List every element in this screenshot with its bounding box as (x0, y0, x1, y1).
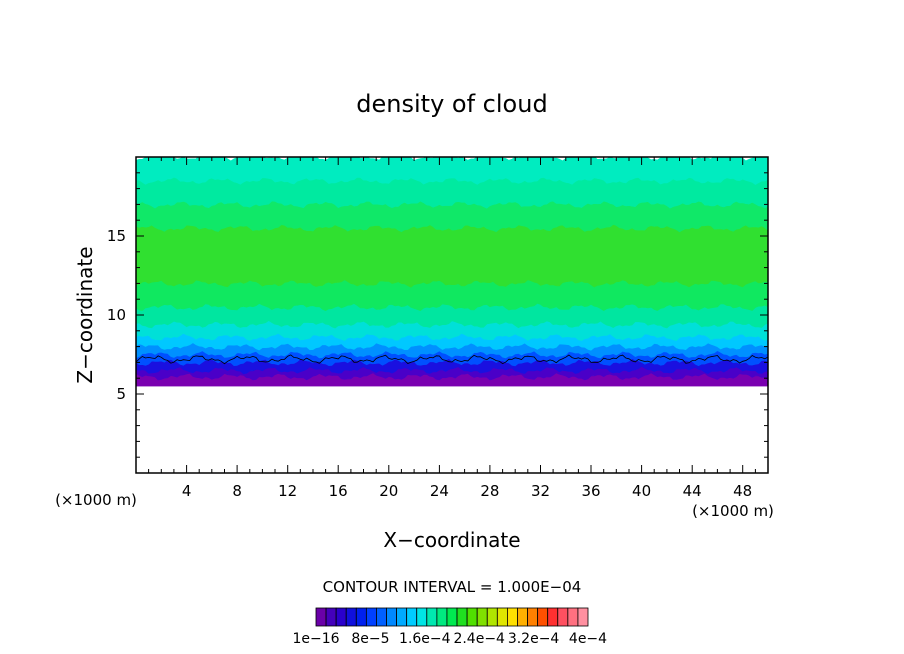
y-axis-label: Z−coordinate (73, 246, 97, 383)
y-unit-label: (×1000 m) (55, 491, 137, 509)
colorbar-label: 8e−5 (351, 631, 389, 647)
colorbar-swatch (517, 607, 528, 627)
x-tick-label: 12 (278, 482, 297, 500)
x-axis-label: X−coordinate (383, 528, 520, 552)
colorbar-swatch (365, 607, 377, 627)
colorbar-swatch (436, 607, 448, 627)
colorbar-swatch (537, 607, 549, 627)
density-field (136, 157, 768, 473)
density-layer-0 (136, 385, 768, 473)
x-tick-label: 28 (480, 482, 499, 500)
colorbar-labels: 1e−16 8e−5 1.6e−4 2.4e−4 3.2e−4 4e−4 (292, 631, 607, 647)
colorbar-swatch (355, 607, 367, 627)
colorbar-swatch (325, 607, 337, 627)
colorbar-label: 4e−4 (569, 631, 607, 647)
x-tick-label: 40 (632, 482, 651, 500)
colorbar-swatch (507, 607, 518, 627)
x-axis-ticks: 4 8 12 16 20 24 28 32 36 40 44 48 (148, 157, 756, 500)
colorbar-swatch (386, 607, 397, 627)
colorbar-swatch (527, 607, 539, 627)
x-tick-label: 4 (182, 482, 192, 500)
x-tick-label: 8 (232, 482, 242, 500)
colorbar-swatch (496, 607, 508, 627)
x-tick-label: 44 (683, 482, 702, 500)
y-tick-label: 5 (116, 385, 126, 403)
colorbar-swatch (547, 607, 559, 627)
y-tick-label: 10 (107, 306, 126, 324)
colorbar-swatch (416, 607, 428, 627)
x-tick-label: 20 (379, 482, 398, 500)
colorbar-swatch (456, 607, 468, 627)
x-tick-label: 16 (329, 482, 348, 500)
y-tick-label: 15 (107, 227, 126, 245)
colorbar-swatch (486, 607, 498, 627)
colorbar-label: 1e−16 (292, 631, 339, 647)
colorbar-swatch (315, 607, 327, 627)
colorbar-label: 1.6e−4 (399, 631, 451, 647)
cloud-base-contour (136, 354, 768, 365)
contour-interval-label: CONTOUR INTERVAL = 1.000E−04 (323, 578, 582, 596)
colorbar-label: 3.2e−4 (508, 631, 560, 647)
x-tick-label: 48 (733, 482, 752, 500)
colorbar-swatch (466, 607, 478, 627)
x-tick-label: 32 (531, 482, 550, 500)
colorbar (315, 607, 589, 627)
colorbar-swatch (426, 607, 438, 627)
colorbar-swatch (396, 607, 408, 627)
x-tick-label: 24 (430, 482, 449, 500)
colorbar-swatch (406, 607, 418, 627)
colorbar-swatch (557, 607, 569, 627)
colorbar-swatch (577, 607, 589, 627)
colorbar-label: 2.4e−4 (453, 631, 505, 647)
density-layer-10 (136, 224, 768, 288)
x-unit-label: (×1000 m) (692, 502, 774, 520)
x-tick-label: 36 (581, 482, 600, 500)
density-contours (136, 354, 768, 365)
colorbar-swatch (335, 607, 347, 627)
chart-title: density of cloud (356, 90, 547, 118)
colorbar-swatch (446, 607, 458, 627)
density-layer-13 (136, 157, 768, 185)
colorbar-swatch (476, 607, 488, 627)
y-axis-ticks: 5 10 15 (107, 172, 768, 458)
colorbar-swatch (376, 607, 387, 627)
colorbar-swatch (345, 607, 357, 627)
colorbar-swatch (567, 607, 579, 627)
